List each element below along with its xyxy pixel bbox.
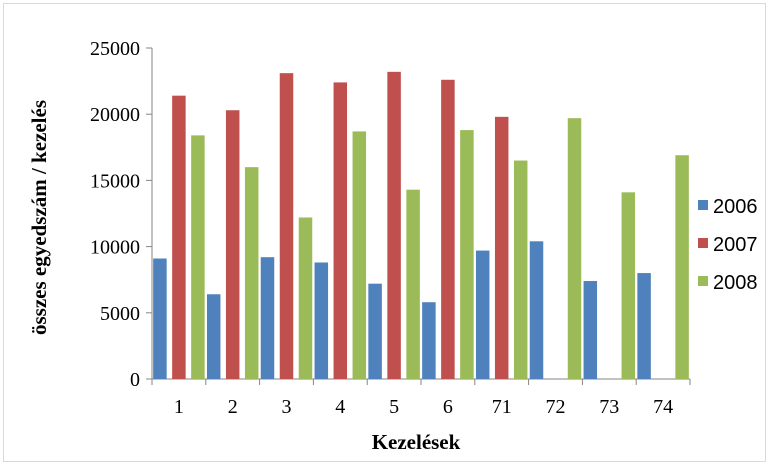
y-tick-label: 15000 [90,170,140,192]
bar-2006-74 [637,273,651,379]
legend-swatch-2006 [698,200,708,210]
bar-2007-3 [279,73,294,379]
bar-2008-1 [191,135,205,379]
bar-2008-71 [513,160,528,379]
x-tick-label: 2 [228,396,238,418]
bar-2008-2 [244,167,259,379]
x-tick-label: 73 [599,396,619,418]
bar-2008-3 [298,217,313,379]
x-axis-ticks: 1 2 3 4 5 6 71 72 73 74 [151,379,691,418]
chart-frame [3,3,766,462]
bar-2006-73 [583,281,598,379]
legend-swatch-2008 [698,276,708,286]
bar-2007-2 [225,110,240,379]
bar-2008-73 [621,192,636,379]
bar-2007-4 [333,82,348,379]
bar-2006-4 [314,262,329,379]
bar-2008-6 [460,130,474,379]
legend: 2006 2007 2008 [698,196,758,294]
y-axis-title: összes egyedszám / kezelés [27,100,51,335]
y-tick-label: 5000 [100,303,140,325]
bar-2006-6 [422,302,436,379]
bar-2007-6 [441,79,455,379]
bar-2007-5 [387,71,401,379]
x-tick-label: 6 [443,396,453,418]
legend-label-2006: 2006 [713,196,758,218]
plot-area: 0 5000 10000 15000 20000 25000 1 2 3 4 5 6 71 72 73 74 [90,38,691,418]
bar-2007-1 [172,95,186,379]
x-axis-title: Kezelések [372,430,461,454]
y-tick-label: 25000 [90,38,140,60]
y-tick-label: 10000 [90,237,140,259]
legend-label-2008: 2008 [713,272,758,294]
y-axis-ticks: 0 5000 10000 15000 20000 25000 [90,38,152,391]
x-tick-label: 5 [389,396,399,418]
bars [153,71,689,380]
bar-2006-2 [206,294,221,379]
x-tick-label: 3 [282,396,292,418]
bar-2006-1 [153,258,167,379]
x-tick-label: 1 [174,396,184,418]
bar-2006-5 [368,283,382,379]
x-tick-label: 72 [546,396,566,418]
bar-2006-72 [529,241,544,379]
bar-2006-71 [475,250,490,379]
bar-2007-71 [494,116,509,380]
bar-2008-5 [406,189,420,379]
legend-swatch-2007 [698,238,708,248]
legend-label-2007: 2007 [713,234,758,256]
x-tick-label: 74 [653,396,673,418]
x-tick-label: 71 [492,396,512,418]
bar-2008-74 [675,155,689,379]
y-tick-label: 20000 [90,104,140,126]
bar-2008-72 [567,118,582,379]
bar-2006-3 [260,257,275,379]
x-tick-label: 4 [335,396,345,418]
y-tick-label: 0 [130,369,140,391]
bar-2008-4 [352,131,367,379]
